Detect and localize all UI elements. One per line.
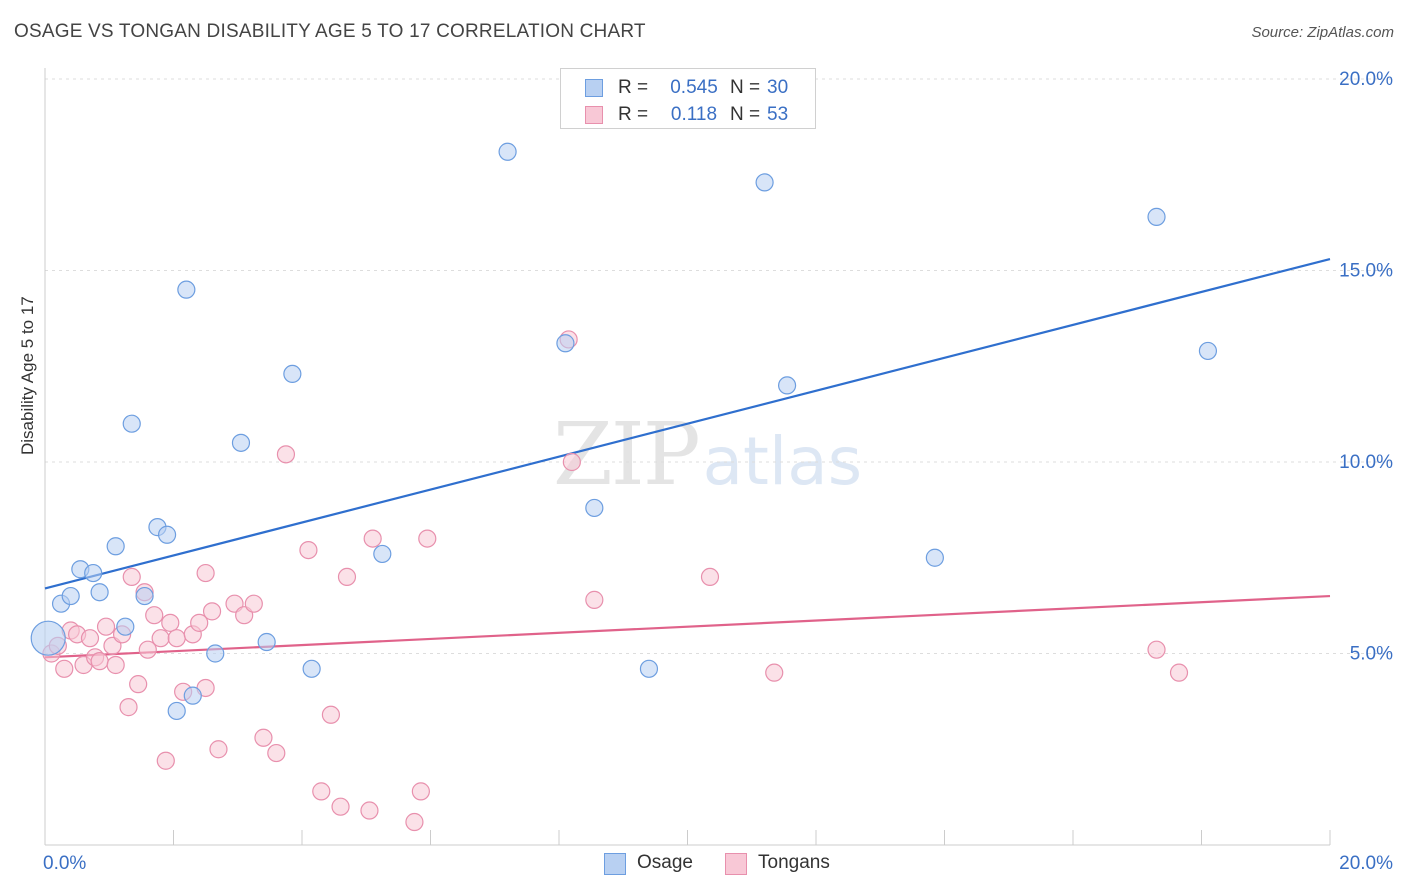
osage-point-29 xyxy=(1198,341,1218,361)
osage-point-6 xyxy=(106,537,125,556)
correlation-legend: R = 0.545 N = 30 R = 0.118 N = 53 xyxy=(560,68,816,129)
tongans-point-26 xyxy=(196,563,215,583)
tongans-point-52 xyxy=(1169,663,1189,682)
tongans-point-37 xyxy=(312,782,331,801)
tick-labels: 5.0% 10.0% 15.0% 20.0% 0.0% 20.0% xyxy=(43,69,1393,874)
tongans-r-label: R = xyxy=(618,104,649,125)
axes xyxy=(44,68,1331,846)
osage-point-23 xyxy=(585,498,604,518)
x-tick-label-max: 20.0% xyxy=(1339,853,1393,874)
osage-point-0 xyxy=(30,620,66,656)
osage-point-19 xyxy=(302,659,321,678)
tongans-point-28 xyxy=(202,602,222,621)
tongans-n-label: N = xyxy=(730,104,761,125)
tongans-point-9 xyxy=(96,617,116,636)
tongans-point-45 xyxy=(418,529,437,548)
osage-point-25 xyxy=(755,173,774,192)
tongans-point-41 xyxy=(360,801,379,820)
tongans-point-29 xyxy=(209,740,228,759)
tongans-point-48 xyxy=(585,590,604,609)
tongans-point-2 xyxy=(55,659,74,678)
y-tick-label-1: 10.0% xyxy=(1339,452,1393,473)
osage-point-18 xyxy=(283,364,302,384)
osage-point-24 xyxy=(639,659,659,678)
tongans-point-43 xyxy=(405,812,424,832)
tongans-point-8 xyxy=(90,652,109,671)
chart-title: OSAGE VS TONGAN DISABILITY AGE 5 TO 17 C… xyxy=(14,21,646,42)
tongans-point-50 xyxy=(765,663,784,682)
bottom-tongans-label: Tongans xyxy=(758,852,830,873)
bottom-osage-label: Osage xyxy=(637,852,693,873)
tongans-point-38 xyxy=(321,705,341,724)
osage-n-label: N = xyxy=(730,77,761,98)
osage-point-28 xyxy=(1147,207,1166,226)
osage-point-12 xyxy=(167,701,186,721)
osage-swatch xyxy=(585,79,603,97)
osage-point-13 xyxy=(177,280,196,299)
y-tick-label-2: 15.0% xyxy=(1339,261,1393,282)
tongans-n-value: 53 xyxy=(767,104,789,125)
tongans-point-32 xyxy=(244,594,263,613)
osage-point-7 xyxy=(116,617,135,636)
osage-point-4 xyxy=(84,563,103,583)
osage-point-14 xyxy=(183,686,202,705)
tongans-point-35 xyxy=(276,445,296,464)
tongans-swatch xyxy=(585,106,603,124)
tongans-point-51 xyxy=(1147,640,1166,659)
tongans-point-40 xyxy=(337,567,357,587)
tongans-point-14 xyxy=(122,567,141,587)
tongans-point-25 xyxy=(190,613,209,632)
tongans-point-39 xyxy=(331,797,350,816)
osage-n-value: 30 xyxy=(767,77,789,98)
osage-point-11 xyxy=(157,525,177,544)
source-label: Source: ZipAtlas.com xyxy=(1251,24,1394,41)
tongans-point-18 xyxy=(145,606,164,625)
tongans-point-21 xyxy=(161,613,180,632)
grid-lines xyxy=(45,78,1392,654)
y-axis-label: Disability Age 5 to 17 xyxy=(18,296,37,455)
osage-point-5 xyxy=(90,583,109,602)
osage-point-2 xyxy=(61,586,80,606)
y-tick-label-3: 20.0% xyxy=(1339,69,1393,90)
osage-point-27 xyxy=(925,548,944,567)
tongans-point-22 xyxy=(167,629,186,648)
tongans-point-49 xyxy=(700,567,720,587)
tongans-point-13 xyxy=(119,698,138,717)
osage-trend-line xyxy=(44,257,1331,590)
tongans-point-47 xyxy=(562,452,581,472)
tongans-point-42 xyxy=(363,529,382,548)
tongans-point-17 xyxy=(138,640,157,659)
tongans-point-19 xyxy=(151,629,170,648)
tongans-point-6 xyxy=(80,629,100,648)
osage-point-22 xyxy=(556,334,575,353)
osage-point-9 xyxy=(135,586,154,606)
tongans-point-11 xyxy=(106,655,125,675)
tongans-point-34 xyxy=(267,743,286,763)
tongans-point-20 xyxy=(156,751,175,770)
bottom-osage-swatch xyxy=(604,853,626,875)
osage-r-value: 0.545 xyxy=(670,77,718,98)
tongans-point-33 xyxy=(254,728,273,747)
osage-point-20 xyxy=(373,544,392,564)
tongans-point-15 xyxy=(129,675,148,694)
osage-point-21 xyxy=(498,142,517,161)
tongans-point-44 xyxy=(411,782,430,801)
x-tick-label-min: 0.0% xyxy=(43,853,86,874)
bottom-tongans-swatch xyxy=(725,853,747,875)
osage-point-8 xyxy=(122,414,141,433)
osage-r-label: R = xyxy=(618,77,649,98)
y-tick-label-0: 5.0% xyxy=(1350,644,1393,665)
data-points xyxy=(30,142,1218,832)
osage-point-26 xyxy=(777,376,797,395)
osage-point-16 xyxy=(231,433,251,452)
osage-point-17 xyxy=(257,632,276,652)
tongans-r-value: 0.118 xyxy=(670,104,718,125)
osage-point-15 xyxy=(206,644,225,663)
tongans-point-36 xyxy=(299,540,318,560)
